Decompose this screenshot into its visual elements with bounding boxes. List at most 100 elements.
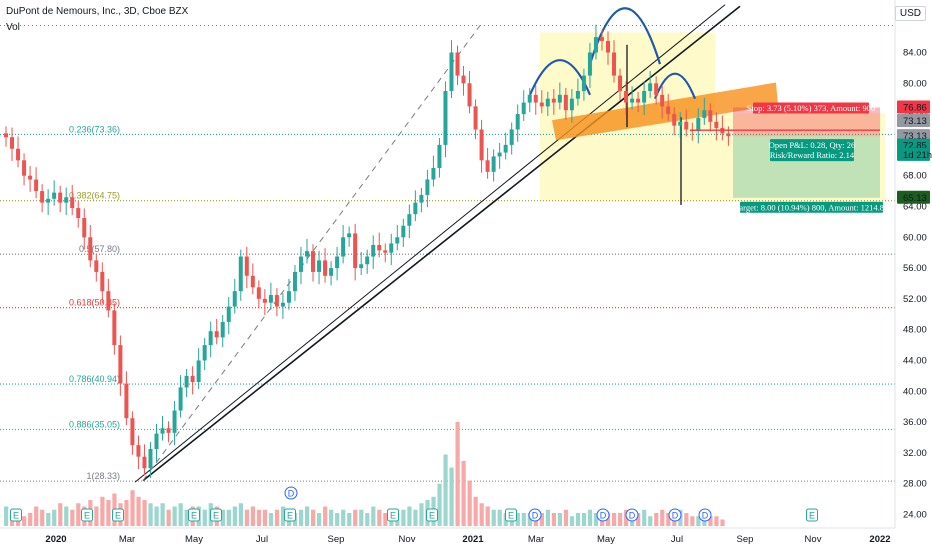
candle-body [377, 244, 382, 251]
volume-bar [636, 513, 641, 526]
y-tick-label: 84.00 [903, 47, 927, 58]
candle-body [569, 98, 574, 111]
volume-bar [154, 506, 159, 526]
volume-bar [612, 513, 617, 526]
volume-bar [491, 509, 496, 526]
volume-bar [232, 506, 237, 526]
volume-bar [654, 513, 659, 526]
candle-body [714, 121, 719, 128]
candle-body [497, 152, 502, 157]
dividend-label: D [600, 511, 607, 521]
candle-body [160, 428, 165, 434]
candle-body [52, 192, 57, 199]
y-tick-label: 60.00 [903, 232, 927, 243]
candle-body [4, 133, 8, 138]
candle-body [16, 148, 21, 161]
candle-body [172, 410, 177, 433]
volume-bar [329, 509, 334, 526]
volume-bar [280, 506, 286, 526]
volume-bar [323, 506, 328, 526]
candle-body [443, 90, 448, 145]
future-earnings-marker [806, 508, 818, 522]
y-tick-label: 44.00 [903, 355, 927, 366]
x-tick-label: Mar [528, 534, 544, 545]
earnings-label: E [287, 511, 293, 521]
candle-body [22, 160, 27, 176]
earnings-marker [210, 508, 222, 522]
fib-level-label: 0.786(40.94) [69, 374, 120, 384]
earnings-marker [284, 508, 296, 522]
volume-bar [521, 513, 526, 526]
volume-bar [142, 500, 147, 526]
volume-bar [467, 480, 472, 526]
x-tick-label: Nov [399, 534, 416, 545]
candle-body [226, 306, 231, 322]
volume-bar [100, 496, 105, 526]
price-tag-label: 1d 21h [903, 150, 932, 161]
volume-bar [347, 513, 352, 526]
candle-body [329, 268, 334, 276]
candle-body [28, 175, 33, 180]
y-tick-label: 36.00 [903, 417, 927, 428]
price-tag-label: 76.86 [903, 102, 927, 113]
neckline-channel [552, 82, 778, 141]
price-tag-bg [897, 190, 930, 204]
candle-body [684, 121, 689, 130]
price-tag-label: 65.13 [903, 193, 927, 204]
fib-level-label: 0.618(50.85) [69, 298, 120, 308]
candle-body [539, 102, 544, 107]
candle-body [214, 331, 219, 338]
stop-label-bg [753, 102, 869, 114]
volume-bar [455, 422, 460, 526]
candle-body [34, 179, 39, 192]
volume-bar [575, 513, 581, 526]
candle-body [88, 237, 93, 261]
dividend-marker [625, 508, 639, 522]
volume-bar [606, 513, 611, 526]
volume-bar [642, 509, 647, 526]
candle-body [726, 133, 731, 137]
volume-bar [106, 500, 111, 526]
fib-level-label: 0.382(64.75) [69, 191, 120, 201]
candle-body [82, 218, 87, 238]
y-tick-label: 80.00 [903, 78, 927, 89]
candle-body [298, 256, 303, 272]
earnings-label: E [191, 511, 197, 521]
candle-body [323, 260, 328, 276]
x-tick-label: Jul [671, 534, 683, 545]
volume-bar [335, 513, 340, 526]
volume-bar [419, 503, 424, 526]
volume-bar [473, 496, 478, 526]
earnings-marker [81, 508, 93, 522]
candle-body [389, 243, 394, 253]
volume-bar [298, 509, 304, 526]
volume-bar [383, 513, 388, 526]
earnings-marker [188, 508, 200, 522]
candle-body [262, 298, 267, 303]
future-earnings-label: E [809, 511, 815, 521]
volume-bar [708, 516, 713, 526]
dividend-label: D [288, 489, 295, 499]
candle-body [280, 302, 285, 307]
currency-button[interactable]: USD [894, 6, 926, 21]
candle-body [630, 98, 635, 103]
trend-line-lower [142, 5, 741, 482]
volume-indicator-label[interactable]: Vol [6, 22, 20, 33]
symbol-title[interactable]: DuPont de Nemours, Inc., 3D, Cboe BZX [6, 6, 189, 17]
volume-bar [76, 503, 81, 526]
candle-body [178, 387, 183, 411]
candle-body [256, 287, 261, 299]
x-tick-label: 2022 [869, 534, 890, 545]
volume-bar [4, 506, 9, 526]
x-tick-label: 2021 [462, 534, 484, 545]
volume-bar [551, 513, 557, 526]
y-tick-label: 28.00 [903, 479, 927, 490]
candle-body [365, 256, 370, 265]
candle-body [190, 375, 195, 383]
volume-bar [40, 509, 45, 526]
risk-reward-label: Risk/Reward Ratio: 2.14 [770, 150, 855, 160]
candle-body [431, 167, 436, 180]
volume-bar [696, 516, 701, 526]
volume-bar [172, 506, 177, 526]
